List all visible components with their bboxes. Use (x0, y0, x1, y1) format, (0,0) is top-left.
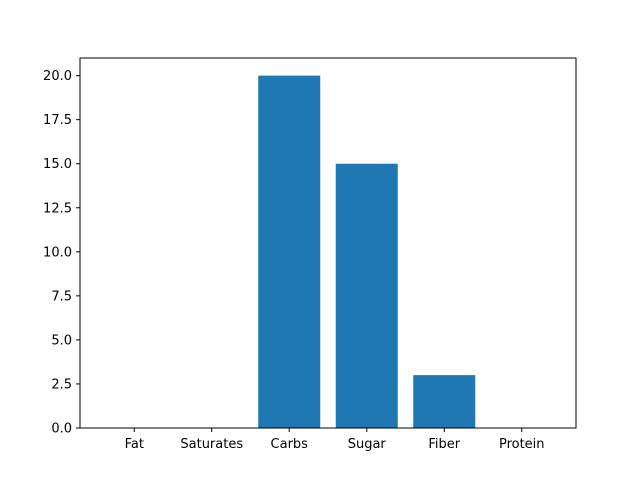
y-tick-label: 0.0 (51, 422, 72, 437)
y-axis: 0.0 2.5 5.0 7.5 10.0 12.5 15.0 17.5 20.0 (43, 69, 80, 437)
y-tick-label: 5.0 (51, 333, 72, 348)
x-tick-label: Saturates (180, 437, 243, 452)
y-tick-label: 7.5 (51, 289, 72, 304)
y-tick-label: 17.5 (43, 113, 72, 128)
x-tick-label: Fat (125, 437, 144, 452)
y-tick-label: 15.0 (43, 157, 72, 172)
x-axis: Fat Saturates Carbs Sugar Fiber Protein (125, 428, 545, 452)
x-tick-label: Fiber (428, 437, 460, 452)
y-tick-label: 2.5 (51, 377, 72, 392)
y-tick-label: 10.0 (43, 245, 72, 260)
plot-background (80, 58, 576, 428)
x-tick-label: Carbs (271, 437, 309, 452)
bar-carbs (258, 75, 321, 428)
bar-fiber (413, 375, 476, 428)
bar-sugar (335, 163, 398, 428)
bars-group (258, 75, 476, 428)
x-tick-label: Sugar (348, 437, 387, 452)
y-tick-label: 12.5 (43, 201, 72, 216)
x-tick-label: Protein (499, 437, 545, 452)
plot-frame (79, 57, 577, 429)
y-tick-label: 20.0 (43, 69, 72, 84)
